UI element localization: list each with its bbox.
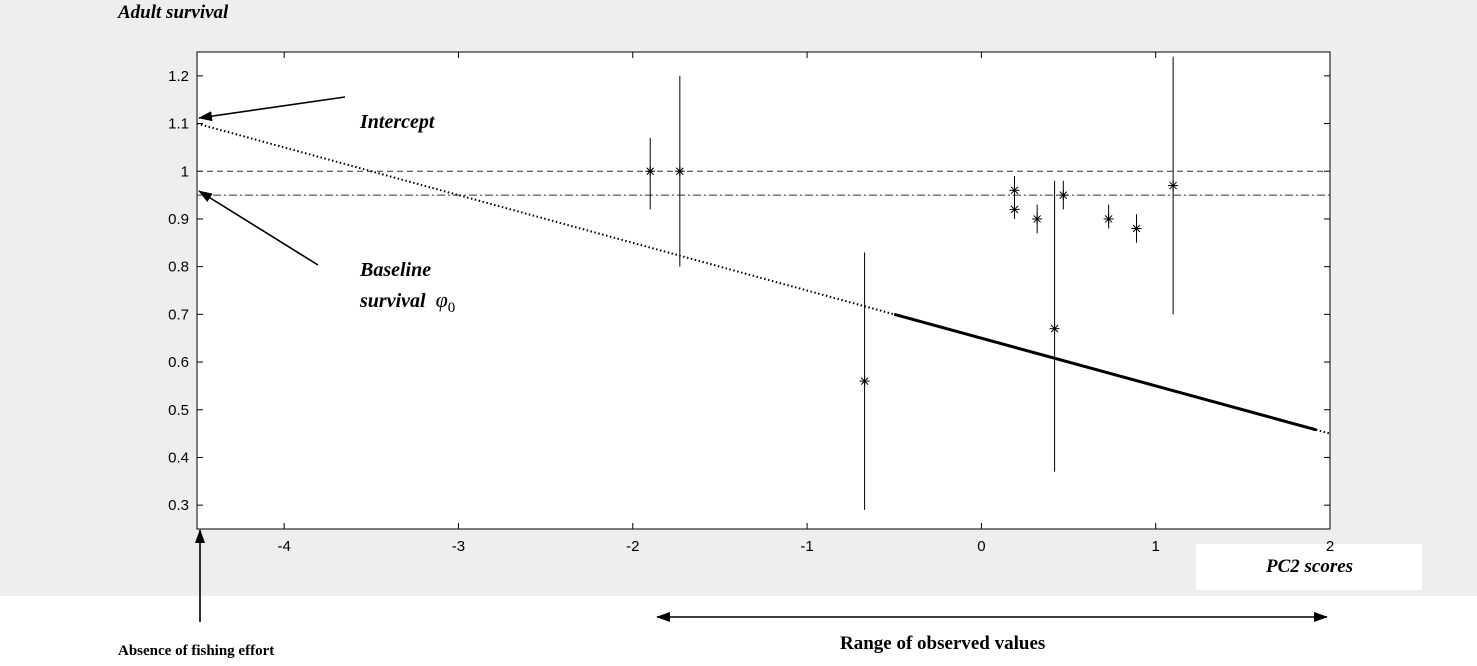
y-tick-label: 0.4	[168, 449, 189, 466]
data-point	[1168, 180, 1179, 191]
data-point	[1058, 190, 1069, 201]
data-point	[1009, 185, 1020, 196]
x-tick-label: 1	[1152, 538, 1160, 555]
data-point	[674, 166, 685, 177]
fit-line-solid	[893, 312, 1317, 432]
point-star-d2	[1104, 215, 1113, 223]
data-point	[1049, 323, 1060, 334]
data-point	[1009, 204, 1020, 215]
y-axis-label: Adult survival	[118, 2, 229, 23]
baseline-line1: Baseline	[360, 259, 432, 281]
baseline-annotation: Baseline survival φ0	[360, 256, 455, 323]
x-tick-label: -2	[626, 538, 639, 555]
x-tick-label: -4	[277, 538, 290, 555]
phi-subscript: 0	[447, 300, 456, 316]
x-tick-label: -3	[452, 538, 465, 555]
data-point	[1103, 213, 1114, 224]
data-point	[1032, 213, 1043, 224]
y-tick-label: 0.5	[168, 402, 189, 419]
x-tick-label: 2	[1326, 538, 1334, 555]
point-star-d2	[675, 167, 684, 176]
data-point	[1131, 223, 1142, 234]
y-tick-label: 1	[181, 163, 189, 180]
x-tick-label: 0	[977, 538, 985, 555]
point-star-d2	[1059, 191, 1068, 199]
y-tick-label: 0.7	[168, 306, 189, 323]
fit-line-layer	[196, 122, 1331, 435]
y-tick-label: 0.9	[168, 211, 189, 228]
point-star-d2	[1169, 181, 1177, 190]
baseline-line2: survival	[360, 290, 426, 312]
point-star-d2	[1010, 186, 1019, 195]
point-star-d2	[860, 377, 869, 385]
point-star-d2	[1132, 224, 1141, 233]
point-star-d2	[646, 167, 655, 176]
point-star-d2	[1050, 324, 1059, 333]
y-tick-label: 0.3	[168, 497, 189, 514]
intercept-arrow	[198, 96, 346, 122]
phi-symbol: φ	[435, 287, 448, 312]
point-star-d2	[1033, 215, 1042, 223]
axes-layer: -4 -3 -2 -1 0 1 2 0.3 0.4 0.5 0.6 0.7 0.8 0.9 1 1.1 1.2	[168, 52, 1334, 555]
reference-lines	[197, 170, 1330, 196]
range-annotation: Range of observed values	[840, 633, 1046, 654]
y-tick-label: 0.8	[168, 259, 189, 276]
intercept-annotation: Intercept	[360, 111, 435, 133]
y-tick-label: 1.2	[168, 68, 189, 85]
y-tick-label: 1.1	[168, 116, 189, 133]
absence-annotation: Absence of fishing effort	[118, 643, 275, 659]
plot-area	[196, 51, 1331, 530]
baseline-arrow	[198, 190, 319, 266]
x-axis-label-box	[1196, 544, 1422, 590]
point-star-d2	[1010, 205, 1019, 214]
x-axis-label: PC2 scores	[1266, 556, 1354, 577]
data-point	[859, 376, 870, 387]
data-point	[645, 166, 656, 177]
x-tick-label: -1	[800, 538, 813, 555]
y-tick-label: 0.6	[168, 354, 189, 371]
data-points-layer	[645, 56, 1179, 510]
